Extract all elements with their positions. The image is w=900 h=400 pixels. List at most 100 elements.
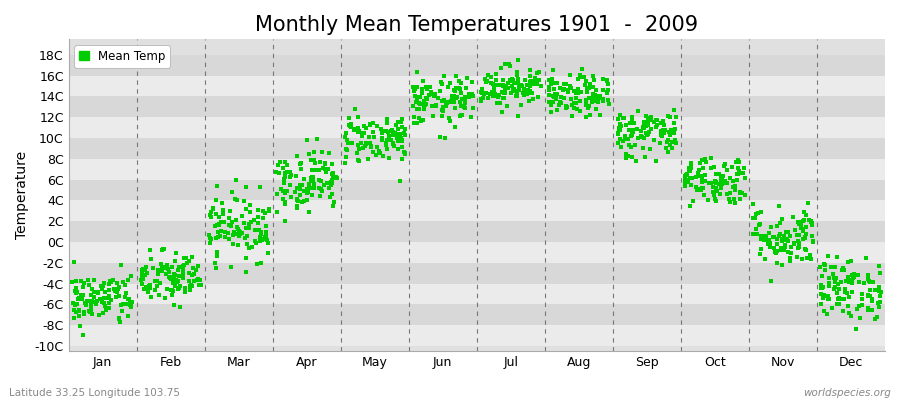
- Point: [176, 275, 190, 282]
- Point: [120, 301, 134, 307]
- Point: [795, 256, 809, 262]
- Point: [522, 90, 536, 97]
- Point: [382, 133, 396, 139]
- Point: [242, 245, 256, 251]
- Point: [510, 57, 525, 64]
- Point: [816, 308, 831, 314]
- Point: [734, 170, 749, 176]
- Point: [680, 172, 694, 178]
- Point: [616, 114, 631, 121]
- Point: [573, 72, 588, 78]
- Point: [80, 298, 94, 304]
- Point: [464, 78, 479, 85]
- Point: [736, 164, 751, 171]
- Point: [565, 102, 580, 108]
- Point: [712, 171, 726, 178]
- Point: [523, 78, 537, 84]
- Point: [395, 137, 410, 144]
- Bar: [68, 55, 885, 76]
- Point: [836, 296, 850, 302]
- Point: [650, 117, 664, 124]
- Point: [556, 87, 571, 94]
- Point: [493, 100, 508, 106]
- Point: [316, 165, 330, 172]
- Point: [695, 156, 709, 163]
- Point: [704, 165, 718, 171]
- Point: [715, 181, 729, 187]
- Point: [818, 262, 832, 268]
- Point: [382, 133, 397, 139]
- Point: [731, 156, 745, 163]
- Point: [834, 267, 849, 273]
- Point: [99, 306, 113, 313]
- Point: [770, 236, 785, 242]
- Point: [75, 292, 89, 299]
- Point: [375, 153, 390, 159]
- Point: [790, 238, 805, 244]
- Point: [358, 140, 373, 146]
- Point: [304, 192, 319, 198]
- Point: [389, 131, 403, 138]
- Point: [83, 309, 97, 315]
- Point: [682, 168, 697, 174]
- Point: [625, 117, 639, 123]
- Point: [98, 289, 112, 295]
- Point: [290, 153, 304, 159]
- Point: [182, 278, 196, 284]
- Point: [382, 154, 396, 161]
- Point: [463, 94, 477, 100]
- Point: [709, 179, 724, 186]
- Point: [762, 230, 777, 236]
- Point: [322, 150, 337, 156]
- Point: [753, 251, 768, 257]
- Point: [447, 92, 462, 99]
- Point: [110, 289, 124, 296]
- Point: [102, 300, 116, 306]
- Point: [546, 80, 561, 86]
- Point: [544, 81, 558, 87]
- Point: [356, 130, 371, 136]
- Point: [655, 128, 670, 134]
- Point: [447, 104, 462, 111]
- Point: [221, 230, 236, 236]
- Point: [804, 219, 818, 225]
- Point: [151, 267, 166, 273]
- Point: [392, 138, 406, 144]
- Point: [731, 171, 745, 177]
- Point: [409, 99, 423, 106]
- Point: [718, 178, 733, 184]
- Point: [307, 157, 321, 164]
- Point: [363, 140, 377, 146]
- Point: [667, 130, 681, 136]
- Point: [123, 302, 138, 308]
- Point: [307, 180, 321, 187]
- Point: [666, 107, 680, 114]
- Point: [325, 191, 339, 197]
- Point: [203, 209, 218, 216]
- Point: [312, 177, 327, 184]
- Point: [698, 156, 712, 163]
- Point: [458, 100, 473, 107]
- Point: [156, 264, 170, 270]
- Point: [72, 306, 86, 313]
- Point: [169, 277, 184, 283]
- Point: [780, 238, 795, 244]
- Point: [626, 129, 640, 135]
- Point: [339, 130, 354, 136]
- Point: [202, 232, 216, 238]
- Point: [164, 286, 178, 293]
- Point: [599, 89, 614, 96]
- Point: [190, 277, 204, 284]
- Point: [462, 90, 476, 97]
- Point: [549, 96, 563, 102]
- Point: [490, 100, 504, 106]
- Point: [374, 135, 389, 141]
- Point: [293, 160, 308, 166]
- Point: [447, 99, 462, 105]
- Point: [517, 86, 531, 92]
- Point: [166, 271, 181, 277]
- Point: [305, 173, 320, 180]
- Point: [578, 82, 592, 88]
- Point: [184, 286, 198, 293]
- Point: [302, 150, 316, 157]
